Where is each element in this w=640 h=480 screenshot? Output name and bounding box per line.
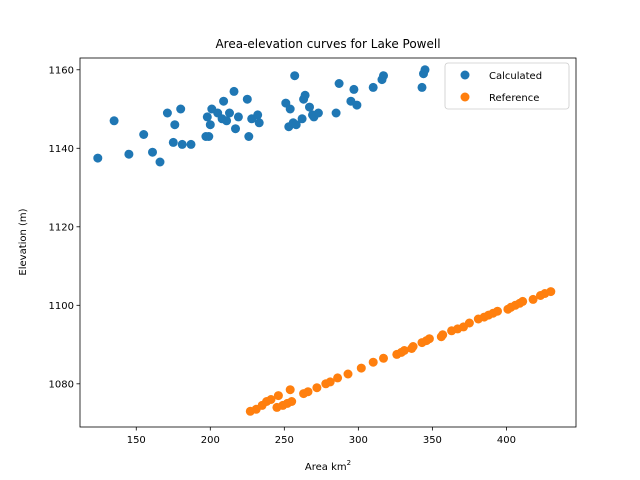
data-point (225, 108, 234, 118)
data-point (368, 82, 378, 92)
data-point (285, 385, 295, 395)
data-point (148, 147, 157, 157)
data-point (356, 363, 366, 373)
y-axis-label: Elevation (m) (18, 208, 29, 275)
legend: Calculated Reference (444, 62, 570, 110)
x-axis-label: Area km2 (305, 459, 351, 473)
data-point (493, 306, 502, 316)
data-point (546, 287, 556, 297)
x-tick-label: 250 (275, 435, 294, 446)
data-point (333, 373, 343, 383)
data-point (300, 90, 310, 100)
data-point (334, 79, 344, 88)
y-tick-label: 1120 (49, 222, 74, 233)
data-point (155, 157, 165, 167)
data-point (254, 118, 264, 128)
data-point (464, 318, 474, 328)
y-axis-ticks: 1080 1100 1120 1140 1160 (49, 65, 80, 390)
data-point (186, 139, 196, 149)
data-point (518, 296, 528, 306)
legend-frame (444, 62, 570, 110)
x-tick-label: 300 (349, 435, 368, 446)
data-point (93, 153, 103, 163)
data-point (349, 84, 359, 94)
data-point (253, 110, 263, 120)
data-point (325, 377, 335, 387)
data-point (285, 104, 295, 114)
data-point (242, 94, 252, 104)
data-point (528, 294, 538, 304)
legend-marker-calculated (460, 70, 470, 80)
data-point (168, 137, 178, 147)
data-point (408, 342, 418, 351)
x-axis-label-superscript: 2 (347, 459, 351, 467)
x-tick-label: 350 (423, 435, 442, 446)
data-point (266, 395, 276, 404)
data-point (273, 391, 283, 401)
data-point (139, 130, 149, 139)
data-point (233, 112, 243, 122)
data-point (303, 387, 313, 397)
data-point (297, 114, 307, 124)
data-point (124, 149, 134, 159)
data-point (162, 108, 172, 118)
data-point (229, 86, 239, 96)
data-point (287, 397, 297, 406)
series-calculated (93, 65, 430, 167)
data-point (222, 116, 232, 126)
data-point (438, 330, 448, 340)
data-point (290, 71, 300, 81)
x-axis-ticks: 150 200 250 300 350 400 (127, 427, 516, 446)
data-point (352, 100, 362, 110)
data-point (177, 139, 187, 149)
y-tick-label: 1140 (49, 144, 74, 155)
data-point (176, 104, 186, 114)
x-tick-label: 200 (201, 435, 220, 446)
x-axis-label-text: Area km (305, 462, 347, 473)
data-point (343, 369, 353, 379)
data-point (424, 334, 434, 344)
data-point (109, 116, 119, 126)
plot-frame (79, 57, 577, 428)
data-point (205, 120, 215, 130)
chart-title: Area-elevation curves for Lake Powell (215, 37, 440, 51)
data-point (368, 357, 378, 367)
data-point (291, 120, 301, 130)
data-point (399, 346, 409, 355)
data-point (313, 108, 323, 118)
x-tick-label: 150 (127, 435, 146, 446)
data-point (231, 124, 240, 134)
data-point (312, 383, 322, 393)
y-tick-label: 1080 (49, 379, 74, 390)
data-point (331, 108, 341, 118)
x-tick-label: 400 (497, 435, 516, 446)
series-reference (245, 287, 556, 416)
y-tick-label: 1160 (49, 65, 74, 76)
data-point (379, 353, 388, 363)
plot-points (93, 65, 556, 416)
legend-label-calculated: Calculated (489, 71, 542, 82)
data-point (379, 71, 388, 81)
data-point (219, 96, 229, 106)
legend-marker-reference (460, 92, 470, 102)
data-point (202, 112, 212, 122)
y-tick-label: 1100 (49, 301, 74, 312)
legend-label-reference: Reference (489, 93, 539, 104)
data-point (204, 132, 214, 141)
data-point (417, 82, 427, 92)
data-point (244, 132, 254, 141)
data-point (305, 102, 314, 112)
data-point (170, 120, 180, 130)
data-point (420, 65, 430, 75)
